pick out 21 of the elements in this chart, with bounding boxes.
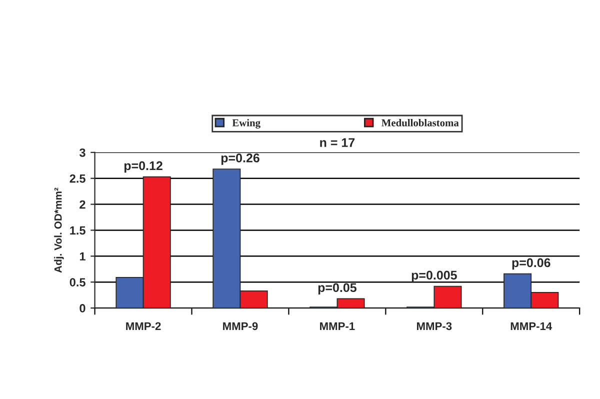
- legend-label: Ewing: [232, 118, 260, 129]
- y-tick-label: 2.5: [70, 174, 86, 183]
- legend-label: Medulloblastoma: [382, 118, 459, 126]
- y-tick-label: 3: [79, 148, 86, 157]
- annotation: p=0.06: [512, 258, 550, 270]
- chart-title: n = 17: [320, 138, 355, 147]
- x-tick-label: MMP-2: [126, 322, 161, 330]
- x-tick-label: MMP-9: [223, 322, 258, 330]
- y-tick-label: 2: [80, 200, 86, 209]
- y-tick-label: 1.5: [70, 226, 86, 235]
- x-tick-label: MMP-1: [320, 322, 355, 330]
- annotation: p=0.12: [124, 161, 162, 173]
- x-tick-label: MMP-14: [510, 322, 552, 330]
- x-tick-label: MMP-3: [417, 322, 452, 330]
- annotation: p=0.05: [318, 283, 356, 295]
- y-tick-label: 0.5: [70, 278, 86, 286]
- y-tick-label: 1: [80, 252, 86, 260]
- annotation: p=0.26: [221, 154, 260, 165]
- y-axis-title: Adj. Vol. OD*mm²: [54, 188, 64, 273]
- annotation: p=0.005: [412, 270, 457, 282]
- y-tick-label: 0: [80, 304, 86, 312]
